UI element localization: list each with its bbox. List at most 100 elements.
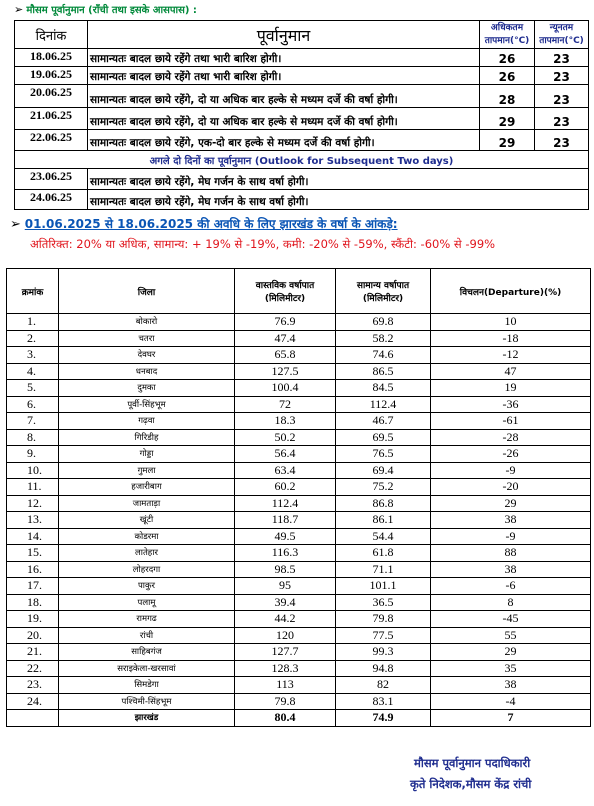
row-index: 21. (6, 643, 59, 661)
departure-percent: -9 (430, 461, 591, 479)
normal-rainfall: 69.4 (335, 461, 431, 479)
district-name: देवघर (58, 346, 235, 364)
actual-rainfall: 113 (234, 676, 336, 694)
forecast-row: 19.06.25 सामान्यतः बादल छाये रहेंगे तथा … (14, 66, 589, 85)
actual-rainfall: 118.7 (234, 511, 336, 529)
signature-office: कृते निदेशक,मौसम केंद्र रांची (410, 777, 532, 791)
table-row: 8. गिरिडीह 50.2 69.5 -28 (6, 428, 591, 446)
table-row: 19. रामगढ 44.2 79.8 -45 (6, 610, 591, 628)
row-index: 11. (6, 478, 59, 496)
row-index: 13. (6, 511, 59, 529)
departure-percent: 8 (430, 593, 591, 611)
departure-percent: -12 (430, 346, 591, 364)
departure-percent: -20 (430, 478, 591, 496)
normal-rainfall: 86.8 (335, 494, 431, 512)
forecast-date: 21.06.25 (14, 107, 88, 130)
forecast-heading: ➢ मौसम पूर्वानुमान (राँची तथा इसके आसपास… (14, 2, 197, 16)
normal-rainfall: 82 (335, 676, 431, 694)
forecast-row: 21.06.25 सामान्यतः बादल छाये रहेंगे, दो … (14, 107, 589, 130)
outlook-date: 24.06.25 (14, 189, 88, 210)
row-index: 1. (6, 313, 59, 331)
row-index: 10. (6, 461, 59, 479)
departure-percent: 38 (430, 560, 591, 578)
table-row: 1. बोकारो 76.9 69.8 10 (6, 313, 591, 331)
district-name: पश्चिमी-सिंहभूम (58, 692, 235, 710)
normal-rainfall: 54.4 (335, 527, 431, 545)
outlook-text: सामान्यतः बादल छाये रहेंगे, मेघ गर्जन के… (87, 168, 589, 190)
normal-rainfall: 61.8 (335, 544, 431, 562)
departure-percent: -9 (430, 527, 591, 545)
actual-rainfall: 120 (234, 626, 336, 644)
table-row: 6. पूर्वी-सिंहभूम 72 112.4 -36 (6, 395, 591, 413)
rain-category-legend: अतिरिक्त: 20% या अधिक, सामान्य: + 19% से… (30, 237, 496, 251)
row-index: 24. (6, 692, 59, 710)
normal-rainfall: 79.8 (335, 610, 431, 628)
col-normal-rainfall: सामान्य वर्षापात (मिलिमीटर) (335, 268, 431, 314)
table-row: 2. चतरा 47.4 58.2 -18 (6, 329, 591, 347)
rainfall-table-body: 1. बोकारो 76.9 69.8 10 2. चतरा 47.4 58.2 -18 3. देव… (6, 313, 591, 727)
row-index: 18. (6, 593, 59, 611)
table-row: 10. गुमला 63.4 69.4 -9 (6, 461, 591, 479)
row-index: 22. (6, 659, 59, 677)
district-name: पूर्वी-सिंहभूम (58, 395, 235, 413)
table-row: 13. खूंटी 118.7 86.1 38 (6, 511, 591, 529)
actual-rainfall: 80.4 (234, 709, 336, 727)
table-row: 23. सिमडेगा 113 82 38 (6, 676, 591, 694)
row-index: 9. (6, 445, 59, 463)
district-name: जामताड़ा (58, 494, 235, 512)
forecast-min: 23 (534, 84, 589, 108)
departure-percent: 55 (430, 626, 591, 644)
departure-percent: 10 (430, 313, 591, 331)
actual-rainfall: 95 (234, 577, 336, 595)
district-name: रांची (58, 626, 235, 644)
district-name: पाकुर (58, 577, 235, 595)
actual-rainfall: 79.8 (234, 692, 336, 710)
table-row: 4. धनबाद 127.5 86.5 47 (6, 362, 591, 380)
departure-percent: 88 (430, 544, 591, 562)
actual-rainfall: 65.8 (234, 346, 336, 364)
departure-percent: 7 (430, 709, 591, 727)
departure-percent: 35 (430, 659, 591, 677)
row-index: 20. (6, 626, 59, 644)
table-row: 22. सराइकेला-खरसावां 128.3 94.8 35 (6, 659, 591, 677)
actual-rainfall: 56.4 (234, 445, 336, 463)
departure-percent: -45 (430, 610, 591, 628)
normal-rainfall: 99.3 (335, 643, 431, 661)
actual-rainfall: 127.7 (234, 643, 336, 661)
normal-rainfall: 77.5 (335, 626, 431, 644)
rainfall-total-row: झारखंड 80.4 74.9 7 (6, 709, 591, 727)
normal-rainfall: 83.1 (335, 692, 431, 710)
table-row: 21. साहिबगंज 127.7 99.3 29 (6, 643, 591, 661)
row-index: 19. (6, 610, 59, 628)
forecast-min: 23 (534, 66, 589, 85)
table-row: 11. हजारीबाग 60.2 75.2 -20 (6, 478, 591, 496)
district-name: लोहरदगा (58, 560, 235, 578)
departure-percent: 47 (430, 362, 591, 380)
departure-percent: 29 (430, 494, 591, 512)
forecast-text: सामान्यतः बादल छाये रहेंगे, एक-दो बार हल… (87, 129, 480, 151)
departure-percent: -4 (430, 692, 591, 710)
departure-percent: 38 (430, 511, 591, 529)
actual-rainfall: 72 (234, 395, 336, 413)
district-name: हजारीबाग (58, 478, 235, 496)
actual-rainfall: 100.4 (234, 379, 336, 397)
district-name: गोड्डा (58, 445, 235, 463)
row-index: 7. (6, 412, 59, 430)
district-name: चतरा (58, 329, 235, 347)
outlook-forecast-row: 24.06.25 सामान्यतः बादल छाये रहेंगे, मेघ… (14, 189, 589, 210)
normal-rainfall: 76.5 (335, 445, 431, 463)
rain-heading-text: 01.06.2025 से 18.06.2025 की अवधि के लिए … (24, 217, 398, 231)
departure-percent: -61 (430, 412, 591, 430)
table-row: 15. लातेहार 116.3 61.8 88 (6, 544, 591, 562)
normal-rainfall: 71.1 (335, 560, 431, 578)
district-name: गढ़वा (58, 412, 235, 430)
row-index: 15. (6, 544, 59, 562)
actual-rainfall: 47.4 (234, 329, 336, 347)
col-date: दिनांक (14, 20, 88, 49)
district-name: रामगढ (58, 610, 235, 628)
col-min-temp: न्यूनतम तापमान(°C) (534, 20, 589, 49)
col-departure: विचलन(Departure)(%) (430, 268, 591, 314)
table-row: 20. रांची 120 77.5 55 (6, 626, 591, 644)
forecast-max: 28 (479, 84, 535, 108)
normal-rainfall: 74.9 (335, 709, 431, 727)
